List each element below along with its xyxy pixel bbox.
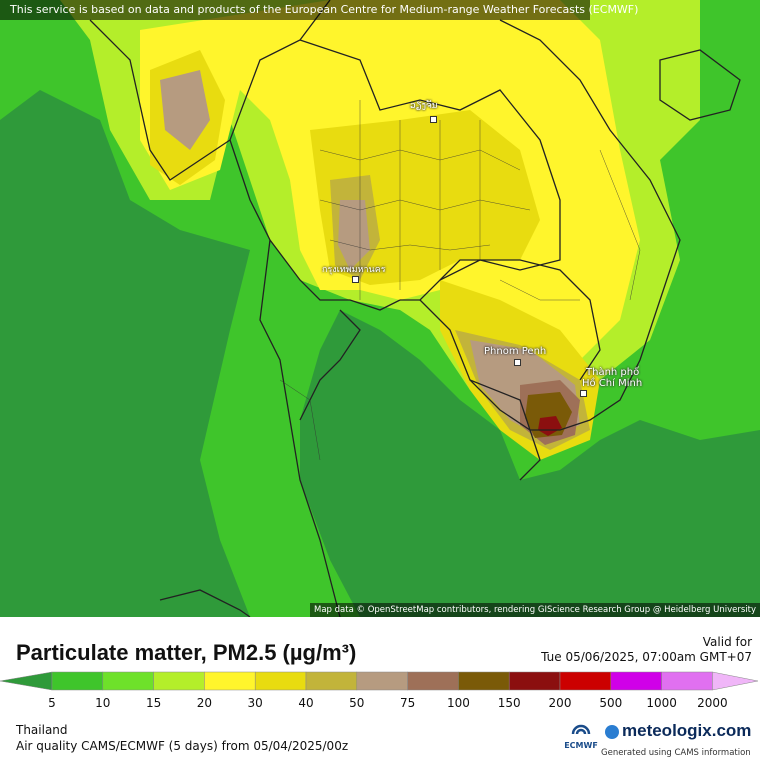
color-scale-tick-label: 15 xyxy=(145,696,162,710)
hcmc-marker xyxy=(580,390,587,397)
phnom-penh-marker xyxy=(514,359,521,366)
city-label-vientiane: ວຽງຈັນ xyxy=(410,101,438,111)
color-scale-cell xyxy=(610,671,662,691)
bangkok-marker xyxy=(352,276,359,283)
color-scale-arrow-high xyxy=(712,671,759,691)
color-scale-tick-label: 1000 xyxy=(646,696,677,710)
color-scale-arrow-low xyxy=(0,671,53,691)
color-scale-tick-label: 50 xyxy=(349,696,365,710)
color-scale-cell xyxy=(254,671,307,691)
color-scale-tick-label: 150 xyxy=(497,696,521,710)
color-scale-tick-label: 20 xyxy=(196,696,213,710)
color-scale-tick-label: 5 xyxy=(48,696,56,710)
color-scale-cell xyxy=(458,671,510,691)
color-scale-tick-label: 30 xyxy=(247,696,263,710)
city-label-hcmc-line2: Hồ Chí Minh xyxy=(582,378,643,389)
valid-time: Tue 05/06/2025, 07:00am GMT+07 xyxy=(541,650,752,664)
page-title: Particulate matter, PM2.5 (µg/m³) xyxy=(16,640,357,665)
color-scale-tick-label: 500 xyxy=(599,696,623,710)
color-scale-cell xyxy=(356,671,408,691)
color-scale-tick-label: 200 xyxy=(548,696,572,710)
meteologix-brand-text: meteologix.com xyxy=(622,721,752,740)
generated-note: Generated using CAMS information xyxy=(601,748,751,758)
meteologix-logo[interactable]: meteologix.com xyxy=(605,721,751,741)
ecmwf-logo-icon xyxy=(571,724,591,735)
color-scale-cell xyxy=(51,671,104,691)
color-scale-cell xyxy=(508,671,561,691)
city-label-phnom-penh: Phnom Penh xyxy=(484,346,547,357)
color-scale-bar xyxy=(0,671,759,691)
vientiane-marker xyxy=(430,116,437,123)
color-scale-cell xyxy=(153,671,205,691)
ecmwf-logo-label: ECMWF xyxy=(564,741,598,750)
color-scale-tick-label: 100 xyxy=(446,696,470,710)
color-scale-cell xyxy=(661,671,713,691)
city-label-bangkok: กรุงเทพมหานคร xyxy=(322,265,386,275)
city-label-hcmc-line1: Thành phố xyxy=(586,367,640,378)
color-scale-tick-label: 75 xyxy=(399,696,416,710)
color-scale-cell xyxy=(102,671,154,691)
map-canvas xyxy=(0,0,760,617)
map-data-attribution[interactable]: Map data © OpenStreetMap contributors, r… xyxy=(310,603,760,617)
color-scale-cell xyxy=(559,671,612,691)
valid-for-label: Valid for xyxy=(702,635,752,649)
color-scale-tick-label: 40 xyxy=(298,696,314,710)
region-label: Thailand xyxy=(16,723,68,737)
ecmwf-attribution: This service is based on data and produc… xyxy=(0,0,638,20)
meteologix-globe-icon xyxy=(605,724,619,739)
color-scale-cell xyxy=(407,671,459,691)
ecmwf-logo[interactable]: ECMWF xyxy=(563,720,599,750)
forecast-map[interactable]: This service is based on data and produc… xyxy=(0,0,760,617)
color-scale-tick-label: 2000 xyxy=(697,696,728,710)
model-run-label: Air quality CAMS/ECMWF (5 days) from 05/… xyxy=(16,739,349,753)
color-scale-ticks: 5 10 15 20 30 40 50 75 100 150 200 500 1000 2000 xyxy=(0,696,760,712)
color-scale-cell xyxy=(305,671,358,691)
color-scale-tick-label: 10 xyxy=(95,696,111,710)
color-scale-cell xyxy=(204,671,256,691)
